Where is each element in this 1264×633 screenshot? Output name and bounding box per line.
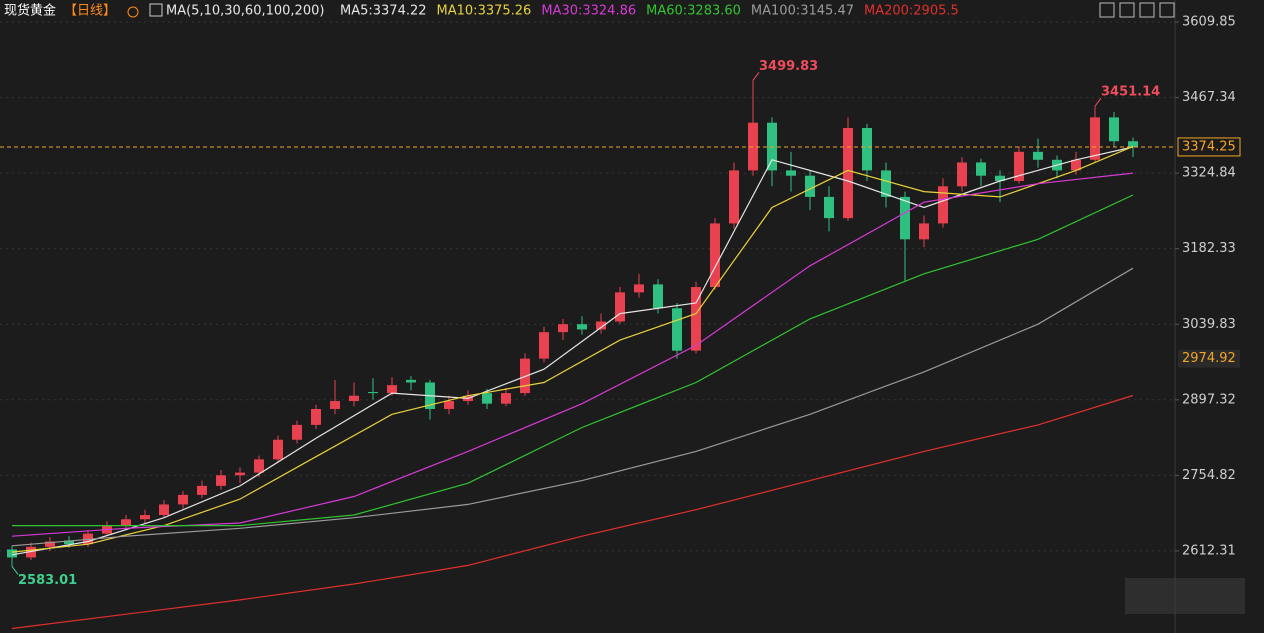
ma-line bbox=[11, 145, 1134, 553]
candle-body bbox=[311, 408, 321, 425]
marker-price-label: 2974.92 bbox=[1182, 351, 1236, 366]
candle-body bbox=[634, 284, 644, 293]
candle-body bbox=[444, 401, 454, 409]
annotation-label: 2583.01 bbox=[18, 573, 77, 588]
candle-body bbox=[26, 546, 36, 558]
legend-entry: MA60:3283.60 bbox=[646, 4, 741, 19]
indicator-icon[interactable] bbox=[149, 3, 163, 17]
candle-body bbox=[938, 186, 948, 224]
annotation-label: 3451.14 bbox=[1101, 85, 1160, 100]
candle-body bbox=[710, 223, 720, 288]
candle-body bbox=[1033, 151, 1043, 160]
candle-body bbox=[368, 392, 378, 394]
candle-body bbox=[501, 393, 511, 404]
candle-body bbox=[976, 162, 986, 176]
candle-body bbox=[140, 515, 150, 520]
y-tick-label: 2612.31 bbox=[1182, 543, 1236, 558]
candle-body bbox=[615, 292, 625, 322]
candle-body bbox=[273, 439, 283, 460]
candle-body bbox=[292, 424, 302, 440]
candle-body bbox=[1071, 159, 1081, 171]
candle-body bbox=[653, 284, 663, 309]
candle-body bbox=[805, 175, 815, 197]
candle-body bbox=[520, 358, 530, 394]
candle-body bbox=[1109, 117, 1119, 142]
legend-entry: MA30:3324.86 bbox=[541, 4, 636, 19]
candle-body bbox=[577, 324, 587, 330]
y-tick-label: 3609.85 bbox=[1182, 15, 1236, 30]
legend-entry: MA100:3145.47 bbox=[751, 4, 854, 19]
toggle-icon[interactable] bbox=[127, 6, 139, 18]
candle-body bbox=[330, 401, 340, 409]
candle-body bbox=[387, 385, 397, 394]
y-tick-label: 2897.32 bbox=[1182, 392, 1236, 407]
candle-body bbox=[539, 332, 549, 359]
candle-body bbox=[159, 504, 169, 516]
legend-entry: MA5:3374.22 bbox=[340, 4, 427, 19]
candle-body bbox=[64, 540, 74, 545]
candle-body bbox=[349, 395, 359, 402]
annotation-leader bbox=[11, 566, 19, 575]
tool-button[interactable] bbox=[1099, 2, 1115, 18]
candle-body bbox=[995, 175, 1005, 182]
candle-body bbox=[254, 459, 264, 473]
tool-button[interactable] bbox=[1159, 2, 1175, 18]
candle-body bbox=[691, 287, 701, 351]
candle-body bbox=[919, 223, 929, 240]
legend-entry: MA10:3375.26 bbox=[437, 4, 532, 19]
candle-body bbox=[843, 127, 853, 219]
candle-body bbox=[672, 308, 682, 351]
y-tick-label: 3182.33 bbox=[1182, 241, 1236, 256]
candle-body bbox=[45, 541, 55, 547]
y-tick-label: 3467.34 bbox=[1182, 90, 1236, 105]
candle-body bbox=[1128, 141, 1138, 147]
candle-body bbox=[862, 127, 872, 171]
candle-body bbox=[1090, 117, 1100, 160]
indicator-label: MA(5,10,30,60,100,200) bbox=[166, 4, 324, 19]
tool-button[interactable] bbox=[1139, 2, 1155, 18]
y-tick-label: 3324.84 bbox=[1182, 166, 1236, 181]
candle-body bbox=[482, 393, 492, 404]
marker-price-box bbox=[1178, 349, 1240, 368]
tool-button[interactable] bbox=[1119, 2, 1135, 18]
candle-body bbox=[7, 549, 17, 558]
annotation-label: 3499.83 bbox=[759, 59, 818, 74]
candle-body bbox=[178, 494, 188, 505]
watermark bbox=[1125, 578, 1245, 614]
current-price-label: 3374.25 bbox=[1182, 139, 1236, 154]
candle-body bbox=[881, 170, 891, 197]
y-tick-label: 2754.82 bbox=[1182, 468, 1236, 483]
candle-body bbox=[824, 196, 834, 219]
ma-line bbox=[11, 172, 1134, 537]
candle-body bbox=[197, 485, 207, 495]
candle-body bbox=[216, 475, 226, 486]
y-tick-label: 3039.83 bbox=[1182, 317, 1236, 332]
candle-body bbox=[957, 162, 967, 187]
ma-line bbox=[11, 267, 1134, 547]
candle-body bbox=[121, 519, 131, 526]
ma-line bbox=[12, 194, 1134, 527]
candle-body bbox=[1014, 151, 1024, 182]
candle-body bbox=[558, 324, 568, 333]
candle-body bbox=[406, 379, 416, 383]
period: 【日线】 bbox=[64, 4, 116, 19]
toolbar bbox=[1099, 2, 1175, 18]
current-price-box bbox=[1177, 137, 1241, 157]
chart-title: 现货黄金 bbox=[4, 3, 56, 19]
annotation-leader bbox=[752, 72, 760, 81]
candle-body bbox=[235, 472, 245, 476]
candle-body bbox=[786, 170, 796, 176]
ma-line bbox=[11, 394, 1134, 630]
candle-body bbox=[900, 196, 910, 240]
annotation-leader bbox=[1094, 97, 1102, 107]
candle-body bbox=[596, 321, 606, 330]
legend-entry: MA200:2905.5 bbox=[864, 4, 959, 19]
candle-body bbox=[729, 170, 739, 224]
